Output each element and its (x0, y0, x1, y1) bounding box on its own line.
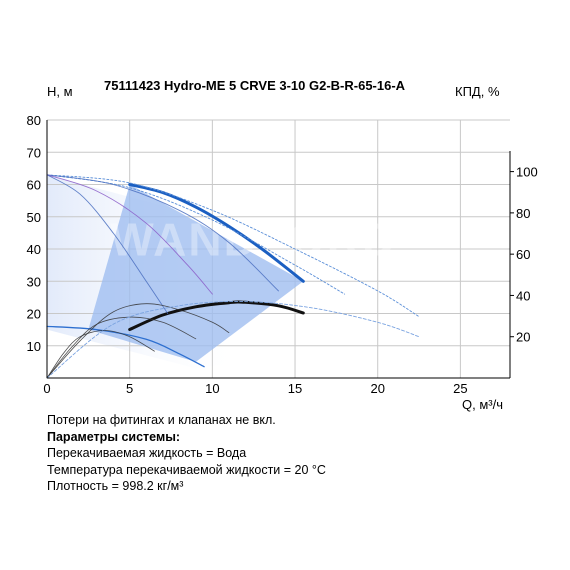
y-left-tick-label: 30 (27, 274, 41, 289)
y-right-tick-label: 40 (516, 288, 530, 303)
series-efficiency-envelope-11 (46, 301, 420, 379)
y-right-tick-label: 100 (516, 165, 538, 180)
series-head-envelope-2 (46, 174, 420, 318)
series-efficiency-reduced-10 (46, 330, 155, 379)
x-tick-label: 15 (288, 381, 302, 396)
y-left-tick-label: 20 (27, 307, 41, 322)
x-tick-label: 10 (205, 381, 219, 396)
series-head-min-7 (46, 325, 205, 368)
notes-density: Плотность = 998.2 кг/м³ (47, 479, 184, 493)
y-right-tick-label: 20 (516, 330, 530, 345)
x-tick-label: 20 (370, 381, 384, 396)
notes-losses: Потери на фитингах и клапанах не вкл. (47, 413, 276, 427)
series-head-reduced-5 (46, 174, 213, 295)
y-right-tick-label: 60 (516, 247, 530, 262)
chart-title: 75111423 Hydro-ME 5 CRVE 3-10 G2-B-R-65-… (104, 78, 406, 93)
y-left-tick-label: 80 (27, 113, 41, 128)
left-axis-label: H, м (47, 84, 73, 99)
y-right-tick-label: 80 (516, 206, 530, 221)
series-efficiency-reduced-8 (46, 303, 230, 379)
series-efficiency-reduced-9 (46, 316, 197, 379)
watermark-logo: WANDFORD (110, 213, 397, 265)
y-left-tick-label: 70 (27, 145, 41, 160)
y-left-tick-label: 50 (27, 210, 41, 225)
series-head-reduced-4 (46, 174, 279, 292)
series-efficiency-1 (128, 300, 305, 331)
series-head-max-0 (128, 183, 305, 283)
notes-block: Потери на фитингах и клапанах не вкл. Па… (47, 412, 326, 495)
notes-heading: Параметры системы: (47, 429, 181, 444)
notes-temperature: Температура перекачиваемой жидкости = 20… (47, 462, 326, 477)
x-axis-label: Q, м³/ч (462, 397, 503, 412)
y-left-tick-label: 10 (27, 339, 41, 354)
x-tick-label: 0 (43, 381, 50, 396)
x-tick-label: 25 (453, 381, 467, 396)
y-left-tick-label: 40 (27, 242, 41, 257)
y-left-tick-label: 60 (27, 178, 41, 193)
series-head-reduced-6 (46, 174, 169, 314)
notes-liquid: Перекачиваемая жидкость = Вода (47, 446, 247, 460)
x-tick-label: 5 (126, 381, 133, 396)
right-axis-label: КПД, % (455, 84, 500, 99)
